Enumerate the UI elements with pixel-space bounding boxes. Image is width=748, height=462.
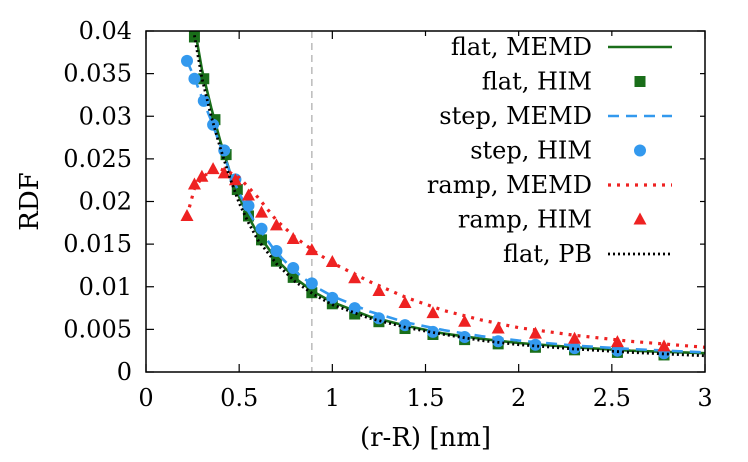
data-point-ramp-him	[610, 335, 624, 348]
data-point-step-him	[326, 291, 339, 304]
y-tick-label: 0.03	[79, 102, 132, 130]
data-point-step-him	[287, 261, 300, 274]
data-point-ramp-him	[255, 205, 269, 218]
data-point-ramp-him	[657, 339, 671, 352]
data-point-ramp-him	[269, 218, 283, 231]
data-point-ramp-him	[426, 306, 440, 319]
data-point-ramp-him	[206, 162, 220, 175]
legend-swatch-marker	[634, 144, 646, 157]
data-point-step-him	[188, 72, 201, 85]
data-point-step-him	[197, 94, 210, 107]
series-line-flat-pb	[193, 35, 705, 358]
series-ramp-him	[180, 162, 671, 352]
legend-entry-flat-him: flat, HIM	[482, 68, 646, 96]
legend-label: step, HIM	[470, 137, 592, 165]
series-layer	[180, 31, 705, 361]
legend-label: ramp, HIM	[458, 206, 592, 234]
y-tick-label: 0.035	[63, 60, 132, 88]
legend-entry-step-memd: step, MEMD	[439, 102, 672, 130]
data-point-ramp-him	[325, 255, 339, 268]
data-point-step-him	[255, 222, 268, 235]
data-point-step-him	[529, 338, 542, 351]
x-tick-label: 1.5	[406, 384, 444, 412]
x-tick-label: 0.5	[220, 384, 258, 412]
data-point-ramp-him	[286, 232, 300, 245]
y-tick-label: 0.005	[63, 315, 132, 343]
series-flat-pb	[193, 35, 705, 358]
data-point-ramp-him	[372, 284, 386, 297]
legend-entry-ramp-him: ramp, HIM	[458, 206, 647, 234]
data-point-ramp-him	[398, 295, 412, 308]
y-tick-label: 0.015	[63, 230, 132, 258]
y-axis-label: RDF	[15, 172, 45, 230]
legend-entry-flat-memd: flat, MEMD	[451, 33, 672, 61]
data-point-flat-him	[256, 234, 268, 246]
data-point-ramp-him	[305, 243, 319, 256]
data-point-flat-him	[231, 184, 243, 196]
data-point-ramp-him	[491, 321, 505, 334]
data-point-ramp-him	[180, 208, 194, 221]
data-point-ramp-him	[187, 177, 201, 190]
y-tick-label: 0	[117, 358, 132, 386]
data-point-step-him	[180, 54, 193, 67]
x-tick-label: 3	[697, 384, 712, 412]
data-point-step-him	[270, 244, 283, 257]
data-point-ramp-him	[195, 169, 209, 182]
x-tick-label: 2	[511, 384, 526, 412]
data-point-step-him	[218, 144, 231, 157]
data-point-flat-him	[242, 210, 254, 222]
legend: flat, MEMD flat, HIM step, MEMD step, HIM ra…	[418, 33, 700, 272]
legend-swatch-marker	[634, 76, 646, 87]
x-tick-label: 1	[325, 384, 340, 412]
data-point-step-him	[568, 342, 581, 355]
legend-entry-ramp-memd: ramp, MEMD	[427, 171, 672, 199]
legend-label: flat, PB	[503, 240, 592, 268]
y-tick-label: 0.01	[79, 273, 132, 301]
y-tick-label: 0.02	[79, 188, 132, 216]
legend-background	[418, 36, 700, 272]
ticks-layer: 0 0.5 1 1.5 2 2.5 3 0 0.005 0.01 0.015 0.02 0.025 0.0…	[63, 17, 712, 412]
data-point-ramp-him	[568, 331, 582, 344]
x-tick-label: 2.5	[593, 384, 631, 412]
y-tick-label: 0.025	[63, 145, 132, 173]
data-point-ramp-him	[528, 326, 542, 339]
data-point-step-him	[242, 199, 255, 212]
data-point-flat-him	[287, 271, 299, 283]
data-point-flat-him	[198, 73, 210, 85]
legend-label: flat, HIM	[482, 68, 592, 96]
y-tick-label: 0.04	[79, 17, 132, 45]
legend-label: step, MEMD	[439, 102, 592, 130]
x-tick-label: 0	[138, 384, 153, 412]
data-point-step-him	[399, 319, 412, 332]
legend-label: flat, MEMD	[451, 33, 592, 61]
data-point-ramp-him	[348, 271, 362, 284]
data-point-flat-him	[270, 255, 282, 267]
data-point-ramp-him	[458, 314, 472, 327]
legend-entry-step-him: step, HIM	[470, 137, 646, 165]
legend-swatch-marker	[633, 212, 647, 225]
data-point-ramp-him	[241, 188, 255, 201]
data-point-step-him	[305, 277, 318, 290]
data-point-step-him	[372, 312, 385, 325]
data-point-step-him	[426, 325, 439, 338]
data-point-step-him	[348, 302, 361, 315]
legend-label: ramp, MEMD	[427, 171, 592, 199]
legend-entry-flat-pb: flat, PB	[503, 240, 672, 268]
data-point-ramp-him	[217, 166, 231, 179]
x-axis-label: (r-R) [nm]	[360, 423, 491, 453]
